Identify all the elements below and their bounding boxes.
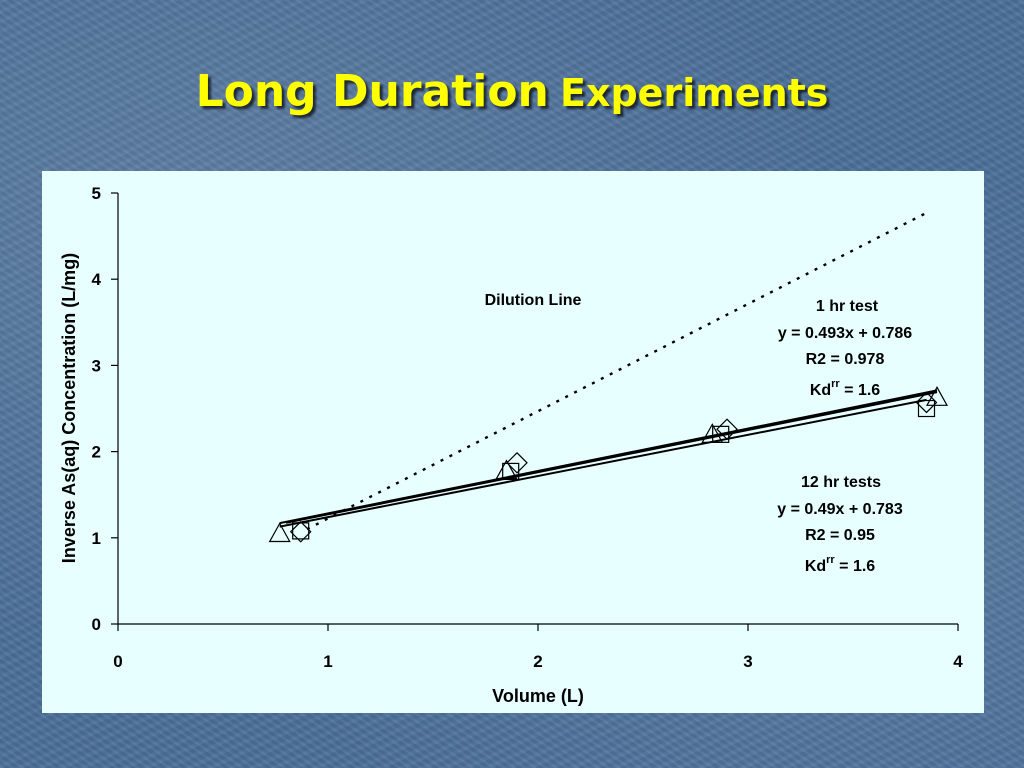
twelve-hr-r2: R2 = 0.95 xyxy=(805,527,875,544)
twelve-hr-kd-value: = 1.6 xyxy=(835,558,876,575)
x-tick-label: 1 xyxy=(323,652,332,671)
trendline xyxy=(279,398,927,528)
x-tick-label: 3 xyxy=(743,652,752,671)
triangle-marker xyxy=(925,386,949,406)
diamond-marker xyxy=(915,391,938,414)
triangle-marker xyxy=(268,522,291,543)
trendline xyxy=(285,391,938,524)
one-hr-r2: R2 = 0.978 xyxy=(806,351,885,368)
square-marker xyxy=(502,462,520,481)
one-hr-kd-sup: rr xyxy=(831,378,840,390)
x-tick-labels: 0 1 2 3 4 xyxy=(113,652,963,671)
one-hr-kd: Kdrr = 1.6 xyxy=(810,378,880,399)
x-tick-label: 2 xyxy=(533,652,542,671)
title-part-2: Experiments xyxy=(560,71,829,115)
slide-title: Long Duration Experiments xyxy=(0,66,1024,117)
twelve-hr-title: 12 hr tests xyxy=(801,474,881,491)
square-marker xyxy=(712,425,730,443)
x-tick-label: 4 xyxy=(953,652,963,671)
dilution-line-label: Dilution Line xyxy=(485,292,582,309)
y-tick-label: 1 xyxy=(92,529,101,548)
trendlines xyxy=(279,389,938,528)
data-markers xyxy=(268,386,949,543)
y-tick-label: 4 xyxy=(92,270,102,289)
y-tick-label: 5 xyxy=(92,184,101,203)
one-hr-equation: y = 0.493x + 0.786 xyxy=(778,325,912,342)
one-hr-title: 1 hr test xyxy=(816,298,879,315)
diamond-marker xyxy=(506,451,528,474)
one-hr-kd-base: Kd xyxy=(810,382,831,399)
title-part-1: Long Duration xyxy=(195,66,549,117)
y-tick-label: 3 xyxy=(92,356,101,375)
y-tick-labels: 0 1 2 3 4 5 xyxy=(92,184,102,634)
diamond-marker xyxy=(289,520,312,543)
twelve-hr-kd-sup: rr xyxy=(826,554,835,566)
x-axis-title: Volume (L) xyxy=(492,686,584,706)
chart: 0 1 2 3 4 0 1 2 3 4 5 Volume (L) Inverse As(aq) C… xyxy=(59,184,963,706)
y-tick-label: 2 xyxy=(92,443,101,462)
square-marker xyxy=(292,522,310,540)
square-marker xyxy=(917,399,936,418)
twelve-hr-annotation: 12 hr tests y = 0.49x + 0.783 R2 = 0.95 … xyxy=(777,474,903,575)
twelve-hr-kd-base: Kd xyxy=(805,558,826,575)
y-axis-title: Inverse As(aq) Concentration (L/mg) xyxy=(59,253,79,563)
one-hr-annotation: 1 hr test y = 0.493x + 0.786 R2 = 0.978 … xyxy=(778,298,912,399)
x-tick-label: 0 xyxy=(113,652,122,671)
twelve-hr-kd: Kdrr = 1.6 xyxy=(805,554,875,575)
triangle-marker xyxy=(495,459,518,480)
one-hr-kd-value: = 1.6 xyxy=(840,382,881,399)
chart-panel: 0 1 2 3 4 0 1 2 3 4 5 Volume (L) Inverse As(aq) C… xyxy=(42,171,984,713)
twelve-hr-equation: y = 0.49x + 0.783 xyxy=(777,501,903,518)
tick-marks xyxy=(111,192,959,631)
y-tick-label: 0 xyxy=(92,615,101,634)
